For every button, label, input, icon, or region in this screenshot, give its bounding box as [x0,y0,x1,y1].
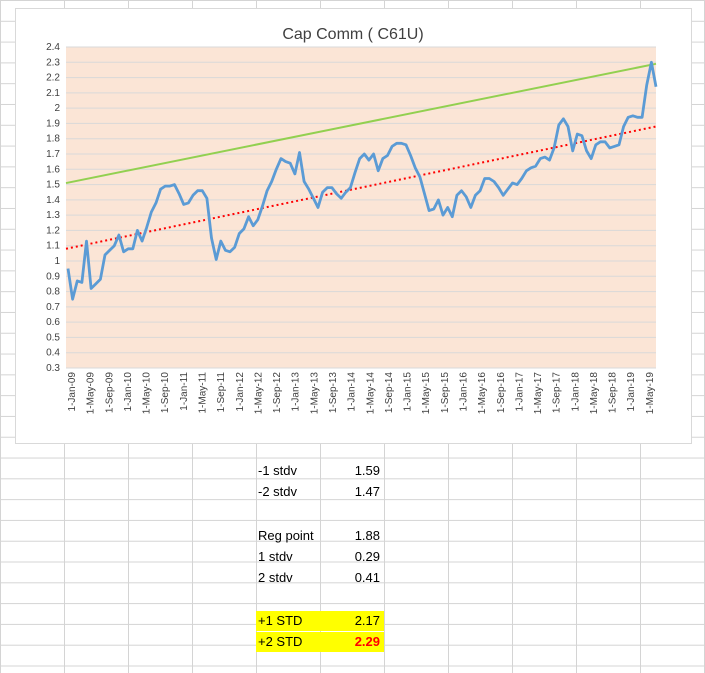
x-tick-label: 1-Jan-14 [347,372,358,412]
x-tick-label: 1-May-10 [142,372,153,415]
y-tick-label: 1.9 [46,118,60,129]
row-plus-1-std[interactable]: +1 STD 2.17 [256,611,384,631]
row-minus-1-stdv[interactable]: -1 stdv 1.59 [256,461,384,481]
y-tick-label: 1.4 [46,195,60,206]
price-series-line [66,60,658,301]
y-tick-label: 2.2 [46,73,60,84]
x-tick-label: 1-Jan-15 [403,372,414,412]
x-tick-label: 1-Sep-14 [384,372,395,414]
y-tick-label: 0.9 [46,271,60,282]
row-value: 1.47 [354,484,380,499]
y-tick-label: 1.3 [46,210,60,221]
row-value: 0.29 [354,549,380,564]
x-tick-label: 1-May-12 [253,372,264,415]
row-label: +2 STD [258,634,303,649]
x-tick-label: 1-May-15 [421,372,432,415]
row-label: -1 stdv [258,463,298,478]
x-tick-label: 1-Jan-17 [514,372,525,412]
row-2-stdv[interactable]: 2 stdv 0.41 [256,568,384,588]
row-reg-point[interactable]: Reg point 1.88 [256,526,384,546]
y-tick-label: 2.4 [46,42,60,53]
row-minus-2-stdv[interactable]: -2 stdv 1.47 [256,482,384,502]
row-1-stdv[interactable]: 1 stdv 0.29 [256,547,384,567]
x-tick-label: 1-May-18 [589,372,600,415]
x-tick-label: 1-May-13 [309,372,320,415]
y-tick-label: 0.4 [46,348,60,359]
y-tick-label: 0.3 [46,363,60,374]
x-tick-label: 1-Sep-16 [496,372,507,414]
line-chart: Cap Comm ( C61U) 0.3 0.4 0.5 0.6 0.7 0.8 0.9 1 1… [46,26,658,415]
x-tick-label: 1-Sep-10 [160,372,171,414]
x-tick-label: 1-May-11 [197,372,208,414]
chart-title: Cap Comm ( C61U) [282,26,423,43]
x-tick-label: 1-Sep-09 [104,372,115,414]
x-tick-label: 1-Sep-15 [440,372,451,414]
x-tick-label: 1-May-17 [533,372,544,415]
row-value: 0.41 [354,570,380,585]
row-plus-2-std[interactable]: +2 STD 2.29 [256,632,384,652]
x-tick-label: 1-Sep-17 [552,372,563,414]
x-tick-label: 1-Jan-16 [458,372,469,412]
x-tick-label: 1-Sep-18 [608,372,619,414]
y-tick-label: 1.8 [46,134,60,145]
x-tick-label: 1-Jan-11 [179,372,190,411]
upper-band-line [65,62,657,185]
row-value: 1.59 [354,463,380,478]
y-tick-label: 2.3 [46,57,60,68]
x-tick-label: 1-May-14 [365,372,376,415]
x-tick-label: 1-Sep-12 [272,372,283,414]
x-tick-label: 1-Jan-09 [67,372,78,412]
x-tick-label: 1-Jan-18 [570,372,581,412]
y-tick-label: 2 [54,103,60,114]
row-label: +1 STD [258,613,303,628]
x-tick-label: 1-Jan-12 [235,372,246,412]
x-tick-label: 1-May-19 [645,372,656,415]
x-tick-label: 1-May-16 [477,372,488,415]
row-label: -2 stdv [258,484,298,499]
y-tick-label: 0.6 [46,317,60,328]
y-tick-label: 0.5 [46,332,60,343]
row-value: 2.29 [354,634,380,649]
y-tick-label: 1.2 [46,225,60,236]
regression-trend-line [65,125,657,250]
y-tick-label: 0.8 [46,287,60,298]
x-tick-label: 1-May-09 [86,372,97,415]
x-tick-label: 1-Jan-19 [626,372,637,412]
y-tick-label: 1.5 [46,180,60,191]
row-value: 2.17 [354,613,380,628]
y-tick-label: 1.6 [46,164,60,175]
x-tick-label: 1-Sep-11 [216,372,227,413]
chart[interactable]: Cap Comm ( C61U) 0.3 0.4 0.5 0.6 0.7 0.8 0.9 1 1… [15,8,692,444]
row-label: 1 stdv [258,549,293,564]
row-label: 2 stdv [258,570,293,585]
row-value: 1.88 [354,528,380,543]
x-tick-label: 1-Sep-13 [328,372,339,414]
y-tick-label: 1 [54,256,60,267]
y-tick-label: 1.1 [46,241,60,252]
y-tick-label: 1.7 [46,149,60,160]
y-tick-label: 2.1 [46,88,60,99]
row-label: Reg point [258,528,314,543]
x-tick-label: 1-Jan-13 [291,372,302,412]
y-tick-label: 0.7 [46,302,60,313]
plot-area [66,47,656,368]
x-tick-label: 1-Jan-10 [123,372,134,412]
